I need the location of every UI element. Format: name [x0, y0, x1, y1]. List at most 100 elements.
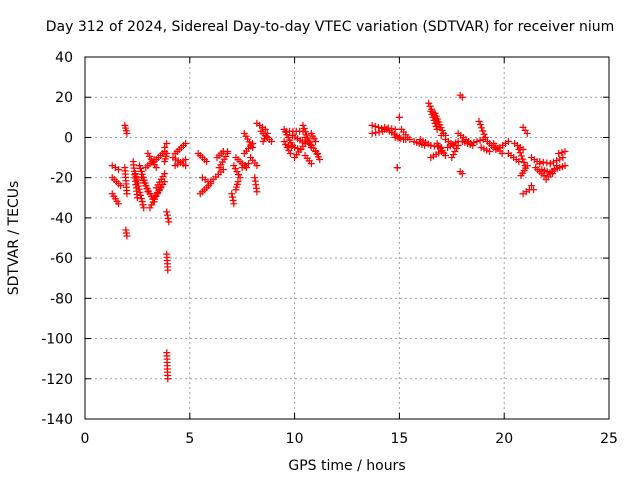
data-point: [134, 182, 142, 190]
data-point: [372, 129, 380, 137]
data-point: [486, 148, 494, 156]
data-point: [164, 375, 172, 383]
data-point: [161, 170, 169, 178]
data-point: [244, 160, 252, 168]
data-point: [134, 179, 142, 187]
data-point: [421, 141, 429, 149]
data-point: [115, 166, 123, 174]
data-point: [473, 137, 481, 145]
x-tick-label: 5: [185, 431, 194, 447]
data-point: [123, 190, 131, 198]
y-axis-label: SDTVAR / TECUs: [6, 181, 22, 296]
data-point: [426, 102, 434, 110]
data-point: [391, 125, 399, 133]
data-point: [430, 116, 438, 124]
data-point: [523, 129, 531, 137]
data-point: [427, 107, 435, 115]
y-tick-label: -120: [41, 372, 73, 388]
data-point: [371, 122, 379, 130]
data-point: [523, 162, 531, 170]
y-tick-label: 40: [55, 50, 73, 66]
data-point: [140, 204, 148, 212]
data-point: [368, 121, 376, 129]
data-point: [291, 144, 299, 151]
data-point: [442, 152, 450, 160]
data-point: [219, 166, 227, 174]
data-point: [316, 156, 324, 164]
y-tick-label: 0: [64, 130, 73, 146]
data-point: [558, 149, 566, 157]
data-point: [228, 193, 236, 201]
data-point: [137, 191, 145, 199]
data-point: [294, 145, 302, 153]
data-point: [123, 232, 131, 240]
data-point: [374, 123, 382, 131]
data-point: [527, 182, 535, 190]
y-tick-label: 20: [55, 90, 73, 106]
data-point: [536, 158, 544, 166]
data-point: [556, 155, 564, 163]
data-point: [559, 154, 567, 162]
data-point: [136, 188, 144, 196]
data-point: [378, 124, 386, 132]
data-point: [516, 149, 524, 157]
data-point: [406, 135, 414, 143]
data-point: [249, 144, 257, 151]
data-point: [138, 198, 146, 206]
data-point: [393, 164, 401, 172]
x-axis-label: GPS time / hours: [288, 458, 405, 474]
y-tick-label: -40: [50, 211, 73, 227]
data-point: [182, 162, 190, 170]
data-point: [268, 137, 276, 145]
data-point: [203, 158, 211, 166]
x-tick-label: 20: [495, 431, 513, 447]
data-point: [229, 196, 237, 204]
data-point: [481, 133, 489, 141]
x-tick-label: 0: [81, 431, 90, 447]
chart-title: Day 312 of 2024, Sidereal Day-to-day VTE…: [46, 19, 615, 35]
data-point: [476, 121, 484, 129]
data-point: [458, 93, 466, 101]
x-tick-label: 25: [600, 431, 618, 447]
data-point: [132, 173, 140, 181]
data-point: [287, 142, 295, 150]
data-point: [152, 164, 160, 172]
data-point: [235, 171, 243, 179]
data-point: [561, 148, 569, 156]
data-point: [368, 129, 376, 137]
data-point: [131, 170, 139, 178]
data-point: [555, 150, 563, 158]
data-point: [312, 137, 320, 145]
data-point: [425, 99, 433, 107]
axis-ticks: 0 5 10 15 20 25 -140 -120 -100 -80 -60 -40 -20 0 20 40: [41, 50, 618, 447]
data-point: [263, 129, 271, 137]
data-point: [231, 165, 239, 173]
data-point: [284, 141, 292, 149]
y-tick-label: -100: [41, 332, 73, 348]
data-point: [253, 188, 261, 196]
data-point: [163, 211, 171, 219]
data-point: [280, 137, 288, 145]
data-point: [543, 159, 551, 167]
data-point: [164, 266, 172, 274]
plot-frame: [84, 56, 610, 420]
data-point: [448, 154, 456, 162]
data-point: [429, 113, 437, 121]
data-point: [307, 160, 315, 168]
data-point: [375, 128, 383, 136]
data-point: [479, 127, 487, 135]
data-point: [224, 148, 232, 156]
data-point: [517, 152, 525, 160]
data-point: [139, 201, 147, 209]
data-point: [470, 138, 478, 146]
data-point: [427, 141, 435, 149]
y-tick-label: -140: [41, 412, 73, 428]
data-point: [561, 162, 569, 170]
data-point: [515, 146, 523, 154]
data-point: [453, 145, 461, 153]
data-point: [498, 150, 506, 158]
data-point: [449, 151, 457, 159]
data-point: [432, 122, 440, 130]
data-point: [182, 139, 190, 147]
